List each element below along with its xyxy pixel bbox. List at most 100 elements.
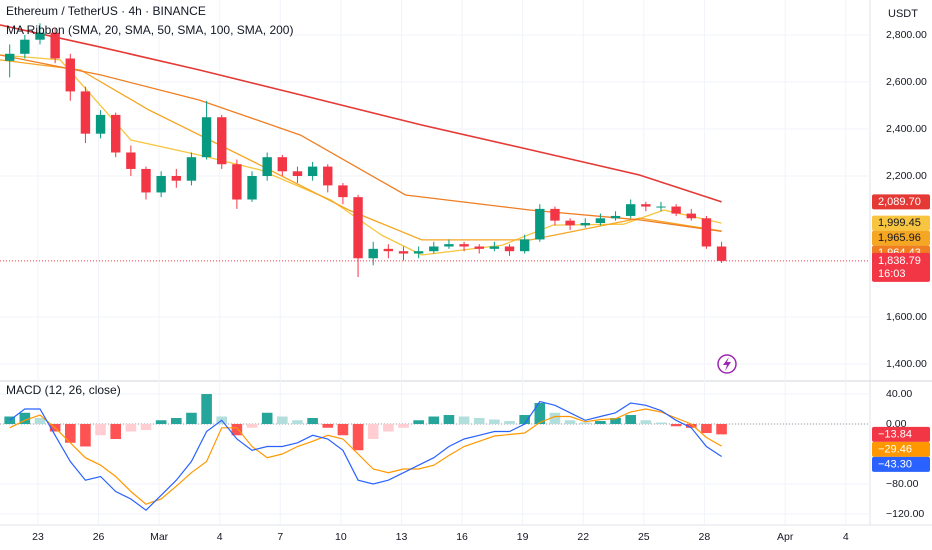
x-tick-label: 25 (638, 531, 650, 543)
candle-body (519, 239, 530, 252)
currency-label: USDT (888, 8, 918, 20)
candle-body (701, 218, 712, 247)
x-tick-label: Mar (150, 531, 169, 543)
macd-histogram-bar (458, 416, 470, 425)
macd-histogram-bar (428, 416, 440, 425)
candle-body (474, 246, 484, 249)
macd-histogram-bar (701, 424, 712, 434)
alert-bolt[interactable] (723, 357, 731, 371)
y-tick-label: 2,400.00 (886, 123, 927, 135)
x-tick-label: 10 (335, 531, 347, 543)
y-tick-label: 1,600.00 (886, 311, 927, 323)
candle-body (217, 117, 227, 165)
macd-histogram-bar (716, 424, 727, 435)
macd-histogram-bar (277, 416, 288, 425)
candle-body (201, 117, 212, 158)
macd-histogram-bar (246, 424, 258, 428)
macd-histogram-bar (534, 403, 546, 425)
alert-icon[interactable] (717, 354, 737, 374)
macd-tick-label: 40.00 (886, 388, 912, 400)
macd-histogram-bar (443, 415, 455, 425)
macd-histogram-bar (519, 415, 530, 425)
macd-histogram-bar (398, 424, 409, 428)
macd-value-label: −13.84 (878, 428, 912, 440)
macd-histogram-bar (292, 420, 303, 425)
candle-body (277, 157, 288, 172)
candle-body (338, 185, 348, 198)
alert-circle[interactable] (717, 354, 737, 374)
indicator-title: MA Ribbon (SMA, 20, SMA, 50, SMA, 100, S… (6, 23, 293, 37)
candle-body (50, 32, 60, 59)
ma-price-label: 2,089.70 (878, 196, 921, 208)
candle-body (550, 208, 560, 221)
candle-body (671, 206, 681, 214)
macd-histogram-bar (625, 415, 636, 425)
macd-value-label-bg (872, 456, 930, 472)
macd-value-label-bg (872, 426, 930, 442)
candle-body (65, 58, 75, 92)
candle-body (126, 152, 136, 169)
x-tick-label: 4 (843, 531, 849, 543)
macd-histogram-bar (473, 418, 485, 425)
ma-price-label-bg (872, 215, 930, 231)
candle-body (232, 164, 242, 200)
y-tick-label: 2,800.00 (886, 29, 927, 41)
x-tick-label: 23 (32, 531, 44, 543)
macd-line (9, 400, 722, 511)
x-tick-label: Apr (777, 531, 794, 543)
candle-body (307, 166, 318, 176)
macd-histogram-bar (367, 424, 379, 440)
macd-histogram-bar (640, 420, 652, 425)
last-price-label: 1,838.79 (878, 255, 921, 267)
macd-tick-label: −120.00 (886, 508, 924, 520)
x-tick-label: 16 (456, 531, 468, 543)
candle-body (504, 246, 515, 252)
macd-histogram-bar (140, 424, 152, 431)
y-tick-label: 2,600.00 (886, 76, 927, 88)
candle-body (156, 175, 166, 193)
candle-body (580, 222, 590, 226)
countdown-label: 16:03 (878, 268, 906, 280)
macd-histogram-bar (322, 424, 334, 428)
macd-histogram-bar (95, 424, 106, 436)
macd-histogram-bar (383, 424, 394, 432)
candle-body (413, 251, 424, 254)
candle-body (323, 166, 333, 186)
candle-body (383, 248, 394, 252)
macd-histogram-bar (352, 424, 364, 451)
macd-histogram-bar (595, 421, 606, 425)
candle-body (111, 114, 121, 153)
macd-tick-label: 0.00 (886, 418, 907, 430)
candle-body (656, 206, 666, 208)
macd-histogram-bar (201, 394, 212, 425)
ma-price-label-bg (872, 230, 930, 246)
ma-line (0, 24, 722, 203)
macd-histogram-bar (307, 418, 318, 425)
macd-histogram-bar (489, 419, 500, 425)
candle-body (20, 39, 30, 54)
last-price-label-bg (872, 252, 930, 282)
candle-body (353, 197, 363, 259)
macd-histogram-bar (685, 424, 697, 428)
candle-body (459, 244, 469, 247)
macd-histogram-bar (610, 418, 621, 425)
macd-histogram-bar (170, 418, 182, 425)
x-tick-label: 28 (699, 531, 711, 543)
candle-body (35, 32, 45, 40)
macd-histogram-bar (504, 421, 515, 425)
y-tick-label: 1,400.00 (886, 358, 927, 370)
plot (0, 23, 870, 511)
candle-body (186, 157, 197, 181)
x-tick-label: 19 (517, 531, 529, 543)
candle-body (262, 157, 272, 176)
macd-histogram-bar (155, 420, 167, 425)
macd-line (9, 408, 722, 505)
candle-body (368, 248, 378, 259)
macd-histogram-bar (125, 424, 137, 432)
candle-body (4, 53, 15, 61)
candle-body (625, 204, 636, 216)
x-tick-label: 4 (217, 531, 223, 543)
